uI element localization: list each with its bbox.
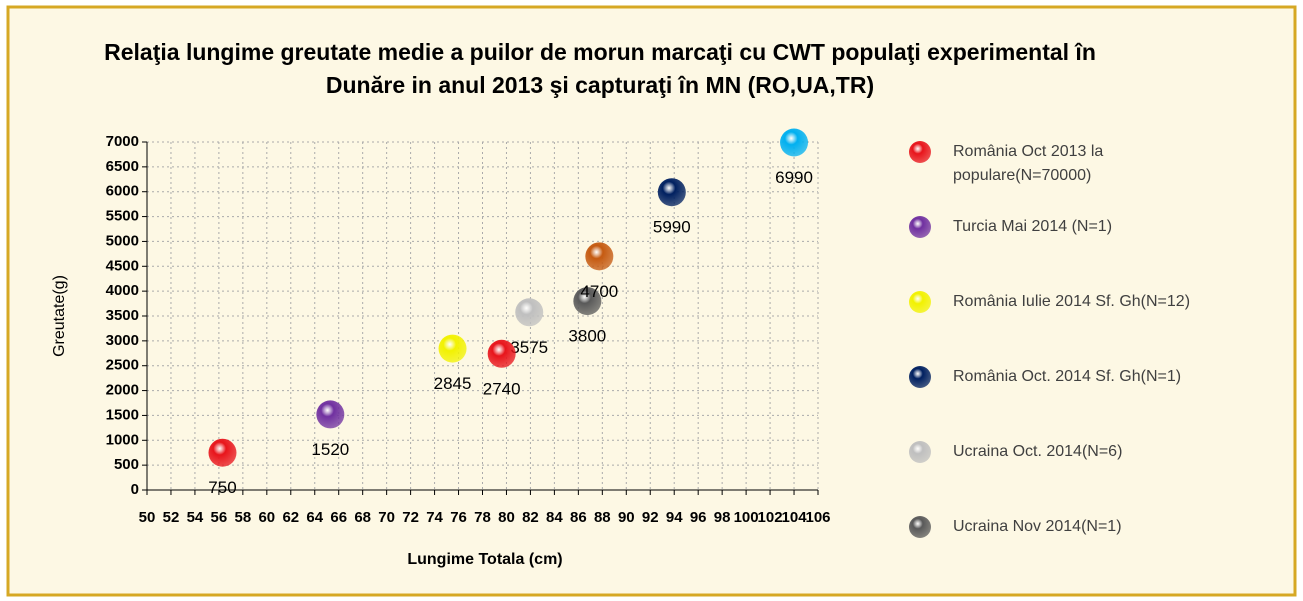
legend-marker: [909, 141, 931, 163]
legend-ball: [909, 291, 931, 313]
chart-frame: [6, 5, 1297, 597]
value-label: 3575: [510, 338, 548, 357]
y-tick-label: 4500: [106, 257, 139, 274]
x-tick-label: 80: [498, 509, 515, 526]
x-tick-label: 50: [139, 509, 156, 526]
x-tick-label: 92: [642, 509, 659, 526]
legend-entry: România Oct. 2014 Sf. Gh(N=1): [895, 365, 1295, 440]
y-tick-label: 5500: [106, 208, 139, 225]
title-box: Relaţia lungime greutate medie a puilor …: [104, 39, 1096, 98]
x-tick-label: 62: [282, 509, 299, 526]
x-tick-label: 64: [306, 509, 323, 526]
legend-label: Ucraina Nov 2014(N=1): [953, 518, 1122, 535]
y-tick-label: 3500: [106, 307, 139, 324]
y-axis-label: Greutate(g): [51, 275, 68, 357]
y-tick-label: 5000: [106, 232, 139, 249]
x-tick-label: 98: [714, 509, 731, 526]
value-label: 4700: [580, 282, 618, 301]
x-tick-label: 76: [450, 509, 467, 526]
point: [573, 287, 602, 316]
value-label: 6990: [775, 168, 813, 187]
legend-ball: [909, 216, 931, 238]
x-tick-label: 72: [402, 509, 419, 526]
x-tick-label: 54: [187, 509, 204, 526]
y-tick-label: 7000: [106, 133, 139, 150]
y-tick-label: 0: [131, 481, 139, 498]
x-tick-label: 52: [163, 509, 180, 526]
x-tick-label: 90: [618, 509, 635, 526]
legend-label: România Iulie 2014 Sf. Gh(N=12): [953, 293, 1191, 310]
x-tick-label: 66: [330, 509, 347, 526]
value-label: 2845: [434, 374, 472, 393]
x-tick-label: 94: [666, 509, 683, 526]
x-tick-label: 58: [235, 509, 252, 526]
legend-marker: [909, 516, 931, 538]
legend-ball: [909, 516, 931, 538]
legend-marker: [909, 441, 931, 463]
legend-entry: Ucraina Nov 2014(N=1): [895, 515, 1295, 590]
point: [515, 298, 544, 327]
x-tick-label: 102: [758, 509, 783, 526]
x-tick-label: 96: [690, 509, 707, 526]
point: [657, 178, 686, 207]
point: [585, 242, 614, 271]
y-tick-label: 1000: [106, 431, 139, 448]
x-tick-label: 106: [805, 509, 830, 526]
point: [780, 128, 809, 157]
point: [316, 400, 345, 429]
legend-entry: România Iulie 2014 Sf. Gh(N=12): [895, 290, 1295, 365]
x-tick-label: 56: [211, 509, 228, 526]
legend-label: Ucraina Oct. 2014(N=6): [953, 443, 1123, 460]
chart-title: Relaţia lungime greutate medie a puilor …: [104, 39, 1096, 98]
y-tick-label: 2500: [106, 357, 139, 374]
legend-label: Turcia Mai 2014 (N=1): [953, 218, 1113, 235]
x-tick-label: 70: [378, 509, 395, 526]
x-tick-label: 60: [258, 509, 275, 526]
y-tick-label: 6500: [106, 158, 139, 175]
y-tick-label: 6000: [106, 183, 139, 200]
legend-ball: [909, 366, 931, 388]
y-tick-label: 500: [114, 456, 139, 473]
legend-label: România Oct 2013 la populare(N=70000): [953, 143, 1104, 184]
legend-ball: [909, 441, 931, 463]
x-tick-label: 78: [474, 509, 491, 526]
legend-entry: Turcia Mai 2014 (N=1): [895, 215, 1295, 290]
y-tick-label: 4000: [106, 282, 139, 299]
y-tick-label: 2000: [106, 382, 139, 399]
y-tick-label: 1500: [106, 406, 139, 423]
value-label: 5990: [653, 218, 691, 237]
legend-ball: [909, 141, 931, 163]
x-tick-label: 84: [546, 509, 563, 526]
x-tick-label: 88: [594, 509, 611, 526]
legend-label: România Oct. 2014 Sf. Gh(N=1): [953, 368, 1182, 385]
legend-marker: [909, 366, 931, 388]
legend-marker: [909, 216, 931, 238]
legend: România Oct 2013 la populare(N=70000) Tur…: [895, 140, 1295, 590]
value-label: 2740: [483, 379, 521, 398]
x-tick-label: 104: [782, 509, 808, 526]
x-axis-label: Lungime Totala (cm): [407, 551, 562, 568]
value-label: 3800: [568, 327, 606, 346]
x-tick-label: 86: [570, 509, 587, 526]
point: [438, 334, 467, 363]
value-label: 1520: [311, 440, 349, 459]
x-tick-label: 74: [426, 509, 443, 526]
legend-entry: România Oct 2013 la populare(N=70000): [895, 140, 1295, 215]
legend-marker: [909, 291, 931, 313]
point: [487, 339, 516, 368]
value-label: 750: [208, 478, 236, 497]
x-tick-label: 82: [522, 509, 539, 526]
legend-entry: Ucraina Oct. 2014(N=6): [895, 440, 1295, 515]
point: [208, 438, 237, 467]
x-tick-label: 100: [734, 509, 759, 526]
x-tick-label: 68: [354, 509, 371, 526]
y-tick-label: 3000: [106, 332, 139, 349]
